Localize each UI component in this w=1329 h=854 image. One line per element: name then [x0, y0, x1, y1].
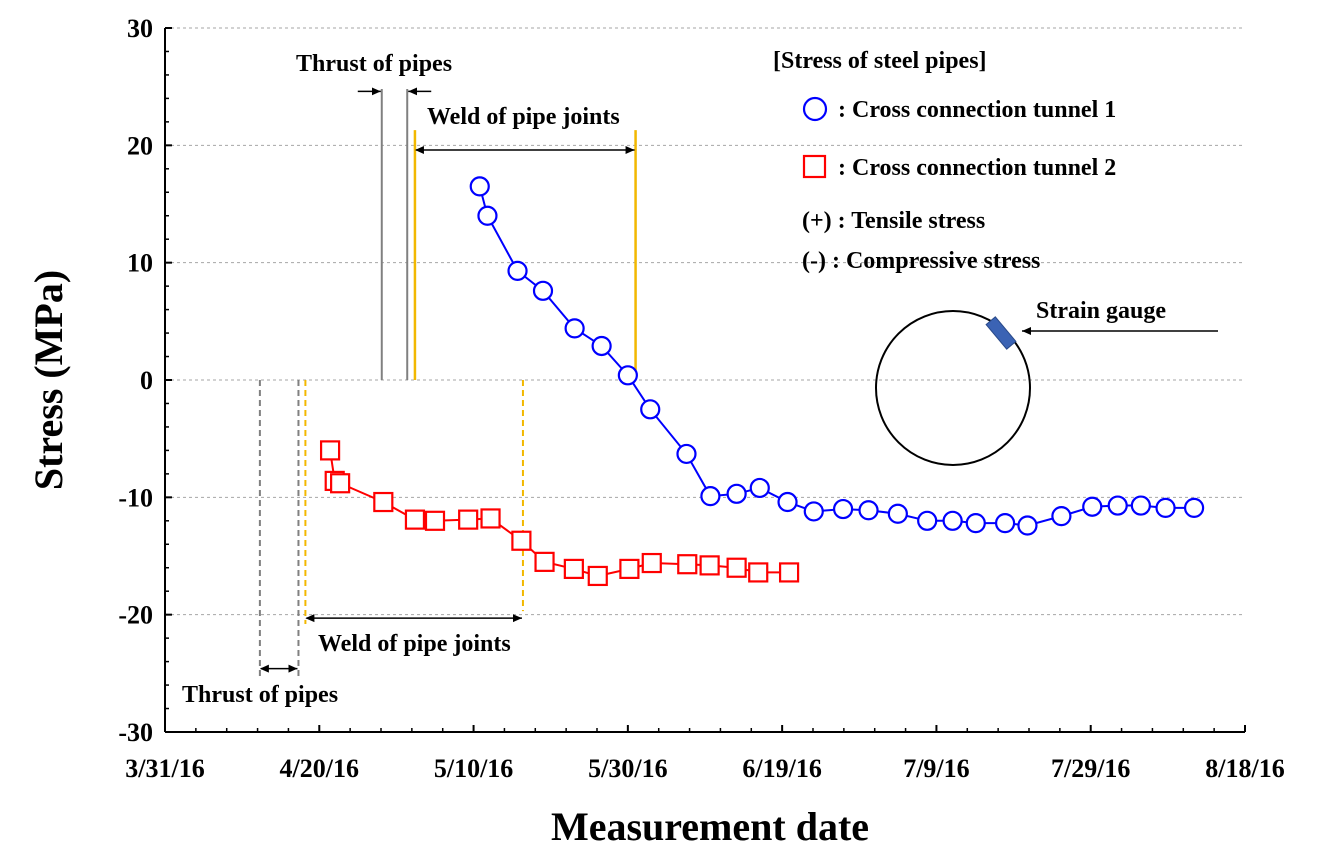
- data-point-tunnel1: [477, 205, 498, 226]
- tunnel2-weld-label: Weld of pipe joints: [318, 631, 511, 657]
- pipe-cross-section: [875, 310, 1031, 466]
- data-point-tunnel1: [591, 335, 612, 357]
- data-point-tunnel2: [778, 562, 800, 583]
- data-point-tunnel1: [858, 500, 879, 521]
- data-point-tunnel1: [1082, 496, 1103, 517]
- strain-gauge-marker: [985, 316, 1017, 350]
- data-point-tunnel2: [330, 473, 351, 494]
- y-tick-label: -30: [118, 718, 153, 747]
- data-point-tunnel1: [777, 491, 798, 513]
- data-point-tunnel1: [1017, 515, 1038, 536]
- data-point-tunnel1: [917, 510, 938, 531]
- series-layer: [319, 176, 1205, 587]
- x-tick-label: 5/30/16: [588, 754, 667, 783]
- data-point-tunnel1: [617, 365, 638, 386]
- data-point-tunnel1: [469, 176, 490, 197]
- data-point-tunnel2: [424, 510, 446, 531]
- legend-heading: [Stress of steel pipes]: [773, 48, 987, 74]
- x-tick-label: 7/9/16: [903, 754, 969, 783]
- data-point-tunnel1: [887, 503, 908, 524]
- data-point-tunnel1: [803, 501, 824, 522]
- data-point-tunnel1: [942, 510, 963, 531]
- legend-item-tunnel2: : Cross connection tunnel 2: [838, 155, 1116, 181]
- data-point-tunnel1: [832, 498, 854, 520]
- x-tick-label: 6/19/16: [742, 754, 821, 783]
- data-point-tunnel1: [749, 477, 770, 499]
- data-point-tunnel2: [511, 530, 532, 551]
- data-point-tunnel2: [563, 558, 584, 580]
- data-point-tunnel1: [965, 513, 986, 534]
- data-point-tunnel2: [373, 491, 394, 513]
- axis-layer: [164, 27, 1246, 733]
- data-point-tunnel2: [699, 555, 720, 576]
- data-point-tunnel1: [726, 483, 747, 504]
- data-point-tunnel1: [1051, 506, 1072, 527]
- data-point-tunnel2: [404, 509, 426, 530]
- data-point-tunnel1: [1183, 497, 1205, 518]
- data-point-tunnel1: [507, 260, 528, 281]
- x-tick-label: 4/20/16: [280, 754, 359, 783]
- guide-layer: [258, 87, 637, 679]
- data-point-tunnel2: [748, 562, 769, 583]
- data-point-tunnel1: [640, 399, 661, 420]
- y-tick-labels: 30 20 10 0 -10 -20 -30: [118, 14, 153, 747]
- legend-circle-marker: [802, 96, 828, 122]
- data-point-tunnel1: [564, 318, 585, 339]
- data-point-tunnel1: [700, 486, 721, 507]
- data-point-tunnel2: [319, 440, 341, 461]
- data-point-tunnel2: [458, 509, 479, 530]
- tunnel2-thrust-label: Thrust of pipes: [182, 682, 338, 708]
- data-point-tunnel2: [534, 551, 555, 572]
- data-point-tunnel1: [1155, 497, 1176, 518]
- data-point-tunnel1: [532, 280, 554, 301]
- x-tick-label: 7/29/16: [1051, 754, 1130, 783]
- y-tick-label: -20: [118, 601, 153, 630]
- x-tick-label: 8/18/16: [1205, 754, 1284, 783]
- data-point-tunnel2: [726, 557, 747, 578]
- x-tick-labels: 3/31/16 4/20/16 5/10/16 5/30/16 6/19/16 7/9/1…: [125, 754, 1284, 783]
- legend: [Stress of steel pipes] : Cross connecti…: [773, 48, 1116, 274]
- data-point-tunnel2: [619, 558, 640, 580]
- data-point-tunnel1: [994, 513, 1016, 534]
- legend-item-tunnel1: : Cross connection tunnel 1: [838, 97, 1116, 123]
- data-point-tunnel1: [676, 443, 697, 465]
- data-point-tunnel2: [480, 508, 501, 529]
- legend-square-marker: [802, 154, 827, 179]
- y-tick-label: 0: [140, 366, 153, 395]
- data-point-tunnel2: [641, 552, 662, 574]
- tunnel1-weld-label: Weld of pipe joints: [427, 104, 620, 130]
- legend-note-compressive: (-) : Compressive stress: [802, 248, 1040, 274]
- strain-gauge-label: Strain gauge: [1036, 298, 1166, 324]
- series-line-1: [478, 186, 1195, 527]
- y-tick-label: -10: [118, 483, 153, 512]
- x-axis-label: Measurement date: [551, 804, 869, 849]
- data-point-tunnel2: [677, 554, 698, 575]
- data-point-tunnel2: [587, 565, 608, 587]
- x-tick-label: 5/10/16: [434, 754, 513, 783]
- tunnel1-thrust-label: Thrust of pipes: [296, 51, 452, 77]
- y-tick-label: 30: [127, 14, 153, 43]
- y-axis-label: Stress (MPa): [26, 270, 71, 490]
- y-tick-label: 10: [127, 249, 153, 278]
- strain-gauge-diagram: Strain gauge: [875, 298, 1218, 466]
- data-point-tunnel1: [1107, 495, 1128, 516]
- legend-note-tensile: (+) : Tensile stress: [802, 208, 985, 234]
- series-line-2: [329, 450, 790, 577]
- y-tick-label: 20: [127, 131, 153, 160]
- data-point-tunnel1: [1130, 495, 1151, 516]
- x-tick-label: 3/31/16: [125, 754, 204, 783]
